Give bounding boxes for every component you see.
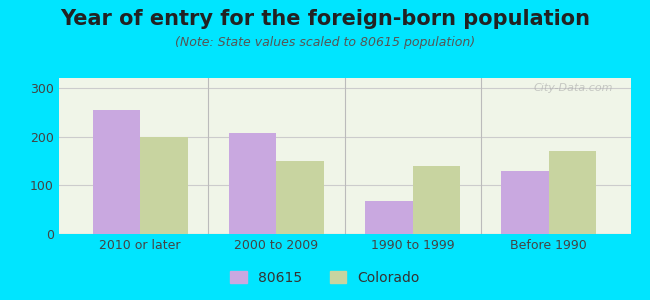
- Bar: [229, 133, 276, 234]
- Bar: [140, 137, 188, 234]
- Legend: 80615, Colorado: 80615, Colorado: [224, 265, 426, 290]
- Text: Year of entry for the foreign-born population: Year of entry for the foreign-born popul…: [60, 9, 590, 29]
- Bar: [501, 171, 549, 234]
- Text: (Note: State values scaled to 80615 population): (Note: State values scaled to 80615 popu…: [175, 36, 475, 49]
- Bar: [92, 110, 140, 234]
- Bar: [276, 161, 324, 234]
- Bar: [549, 151, 597, 234]
- Bar: [365, 201, 413, 234]
- Text: City-Data.com: City-Data.com: [534, 83, 614, 93]
- Bar: [413, 166, 460, 234]
